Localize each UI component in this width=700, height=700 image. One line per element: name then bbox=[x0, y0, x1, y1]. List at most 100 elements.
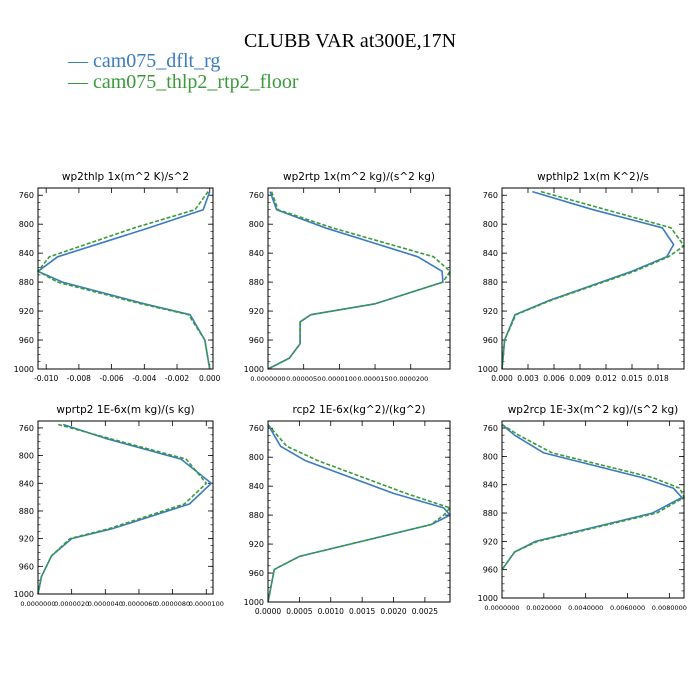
y-tick-label: 1000 bbox=[478, 365, 498, 374]
panel-title: wp2thlp 1x(m^2 K)/s^2 bbox=[62, 171, 189, 183]
x-tick-label: 0.018 bbox=[647, 374, 669, 383]
series-line-dflt bbox=[267, 191, 444, 370]
y-tick-label: 960 bbox=[249, 569, 264, 578]
panel-title: wprtp2 1E-6x(m kg)/(s kg) bbox=[56, 404, 194, 416]
panel-3: wpthlp2 1x(m K^2)/s 760 800 840 880 920 960 100… bbox=[478, 171, 685, 383]
x-tick-label: -0.008 bbox=[67, 374, 91, 383]
x-tick-label: 0.0000040 bbox=[88, 600, 123, 608]
x-tick-label: 0.0000080 bbox=[155, 600, 190, 608]
series-line-floor bbox=[501, 423, 685, 571]
panel-6: wp2rcp 1E-3x(m^2 kg)/(s^2 kg) 760 800 840 88… bbox=[478, 404, 687, 612]
y-tick-label: 920 bbox=[483, 537, 498, 546]
series-line-floor bbox=[267, 191, 451, 370]
y-tick-label: 920 bbox=[483, 307, 498, 316]
series-line-dflt bbox=[501, 190, 675, 370]
series-line-floor bbox=[37, 423, 208, 595]
legend-entry-floor: — cam075_thlp2_rtp2_floor bbox=[68, 71, 299, 93]
plot-frame bbox=[501, 187, 685, 370]
y-tick-label: 1000 bbox=[14, 365, 34, 374]
panel-title: wp2rtp 1x(m^2 kg)/(s^2 kg) bbox=[283, 171, 435, 183]
y-tick-label: 800 bbox=[249, 220, 264, 229]
x-tick-label: 0.0020 bbox=[380, 607, 406, 616]
x-tick-label: 0.0080000 bbox=[652, 604, 687, 612]
series-line-dflt bbox=[501, 423, 683, 571]
x-tick-label: 0.0000000 bbox=[250, 375, 285, 383]
y-tick-label: 920 bbox=[19, 535, 34, 544]
x-tick-label: 0.0060000 bbox=[610, 604, 645, 612]
plot-frame bbox=[501, 420, 685, 599]
y-tick-label: 880 bbox=[19, 278, 34, 287]
x-tick-label: 0.015 bbox=[621, 374, 643, 383]
x-tick-label: 0.0000060 bbox=[121, 600, 156, 608]
series-line-floor bbox=[267, 424, 451, 603]
x-tick-label: -0.004 bbox=[132, 374, 156, 383]
x-tick-label: 0.0000050 bbox=[286, 375, 321, 383]
y-tick-label: 760 bbox=[483, 424, 498, 433]
y-tick-label: 840 bbox=[249, 482, 264, 491]
y-tick-label: 760 bbox=[483, 191, 498, 200]
y-tick-label: 800 bbox=[483, 220, 498, 229]
y-tick-label: 840 bbox=[483, 249, 498, 258]
y-tick-label: 800 bbox=[483, 452, 498, 461]
x-tick-label: 0.003 bbox=[517, 374, 539, 383]
y-tick-label: 800 bbox=[19, 452, 34, 461]
x-tick-label: 0.0000000 bbox=[20, 600, 55, 608]
x-tick-label: 0.0005 bbox=[286, 607, 312, 616]
y-tick-label: 800 bbox=[19, 220, 34, 229]
y-tick-label: 1000 bbox=[244, 598, 264, 607]
y-tick-label: 880 bbox=[19, 507, 34, 516]
x-tick-label: 0.0000100 bbox=[189, 600, 224, 608]
y-tick-label: 840 bbox=[19, 249, 34, 258]
y-tick-label: 880 bbox=[249, 278, 264, 287]
y-tick-label: 1000 bbox=[478, 594, 498, 603]
x-tick-label: 0.0000 bbox=[255, 607, 281, 616]
panel-title: wpthlp2 1x(m K^2)/s bbox=[537, 171, 649, 183]
y-tick-label: 960 bbox=[19, 562, 34, 571]
series-line-floor bbox=[501, 190, 685, 370]
y-tick-label: 920 bbox=[249, 307, 264, 316]
y-tick-label: 760 bbox=[249, 191, 264, 200]
panel-title: wp2rcp 1E-3x(m^2 kg)/(s^2 kg) bbox=[508, 404, 679, 416]
figure-title: CLUBB VAR at300E,17N bbox=[243, 30, 457, 52]
y-tick-label: 760 bbox=[19, 191, 34, 200]
x-tick-label: 0.009 bbox=[569, 374, 591, 383]
x-tick-label: 0.0000020 bbox=[54, 600, 89, 608]
x-tick-label: 0.0040000 bbox=[568, 604, 603, 612]
panel-title: rcp2 1E-6x(kg^2)/(kg^2) bbox=[293, 404, 426, 416]
y-tick-label: 920 bbox=[249, 540, 264, 549]
y-tick-label: 760 bbox=[19, 424, 34, 433]
x-tick-label: 0.0000000 bbox=[484, 604, 519, 612]
plot-frame bbox=[267, 420, 451, 603]
y-tick-label: 960 bbox=[249, 336, 264, 345]
y-tick-label: 960 bbox=[483, 566, 498, 575]
x-tick-label: 0.012 bbox=[595, 374, 617, 383]
x-tick-label: 0.000 bbox=[491, 374, 513, 383]
y-tick-label: 800 bbox=[249, 453, 264, 462]
series-line-dflt bbox=[37, 191, 211, 370]
x-tick-label: 0.0015 bbox=[349, 607, 375, 616]
plot-frame bbox=[267, 187, 451, 370]
y-tick-label: 1000 bbox=[244, 365, 264, 374]
x-tick-label: 0.000 bbox=[199, 374, 221, 383]
x-tick-label: -0.006 bbox=[100, 374, 124, 383]
x-tick-label: 0.0020000 bbox=[526, 604, 561, 612]
x-tick-label: 0.006 bbox=[543, 374, 565, 383]
y-tick-label: 880 bbox=[249, 511, 264, 520]
x-tick-label: 0.0000150 bbox=[357, 375, 392, 383]
panel-1: wp2thlp 1x(m^2 K)/s^2 760 800 840 880 920 960 1… bbox=[14, 171, 221, 383]
x-tick-label: 0.0025 bbox=[412, 607, 438, 616]
series-line-dflt bbox=[37, 423, 213, 595]
y-tick-label: 1000 bbox=[14, 590, 34, 599]
series-line-floor bbox=[37, 191, 211, 370]
x-tick-label: -0.010 bbox=[34, 374, 58, 383]
x-tick-label: -0.002 bbox=[165, 374, 189, 383]
y-tick-label: 840 bbox=[19, 479, 34, 488]
y-tick-label: 960 bbox=[19, 336, 34, 345]
plot-frame bbox=[37, 187, 214, 370]
series-line-dflt bbox=[267, 424, 451, 603]
y-tick-label: 880 bbox=[483, 509, 498, 518]
plot-frame bbox=[37, 420, 214, 595]
panel-5: rcp2 1E-6x(kg^2)/(kg^2) 760 800 840 880 920 96… bbox=[244, 404, 451, 616]
y-tick-label: 840 bbox=[483, 481, 498, 490]
